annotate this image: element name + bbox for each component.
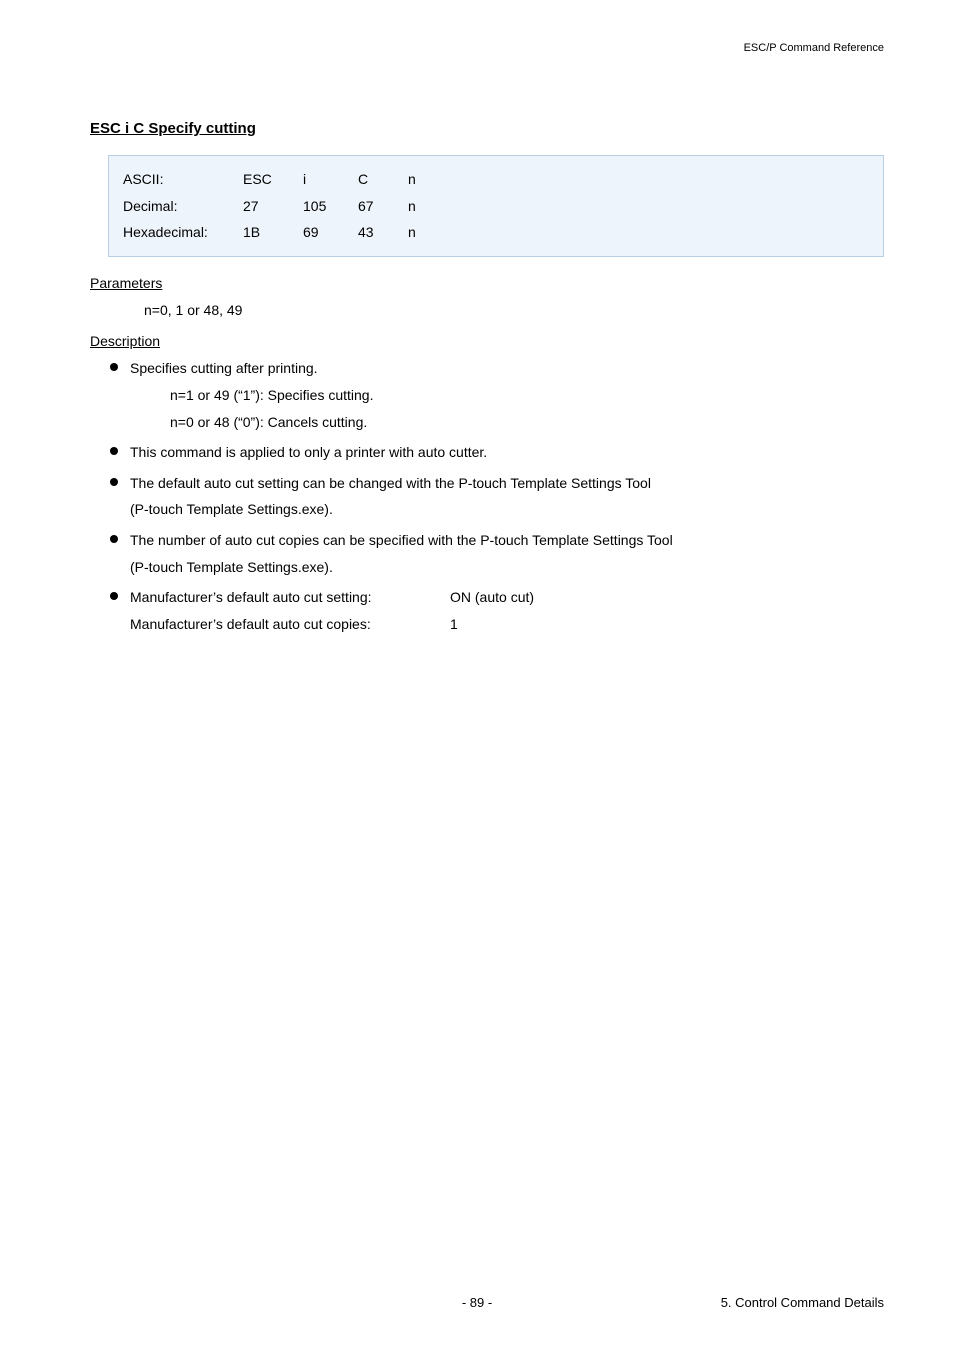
- list-item: The number of auto cut copies can be spe…: [108, 527, 884, 580]
- code-cell: 67: [358, 193, 408, 220]
- mfr-val: 1: [450, 611, 458, 638]
- mfr-key: Manufacturer’s default auto cut setting:: [130, 584, 450, 611]
- code-row-hex: Hexadecimal: 1B 69 43 n: [123, 219, 869, 246]
- mfr-row: Manufacturer’s default auto cut setting:…: [130, 584, 884, 611]
- list-item-text: The default auto cut setting can be chan…: [130, 475, 651, 491]
- list-item-cont: (P-touch Template Settings.exe).: [130, 496, 884, 523]
- list-item: This command is applied to only a printe…: [108, 439, 884, 466]
- code-label: Hexadecimal:: [123, 219, 243, 246]
- list-item: The default auto cut setting can be chan…: [108, 470, 884, 523]
- code-cell: 27: [243, 193, 303, 220]
- mfr-key: Manufacturer’s default auto cut copies:: [130, 611, 450, 638]
- description-heading: Description: [90, 333, 884, 349]
- header-reference: ESC/P Command Reference: [744, 42, 884, 54]
- code-cell: C: [358, 166, 408, 193]
- code-cell: 69: [303, 219, 358, 246]
- code-cell: n: [408, 219, 448, 246]
- parameters-line: n=0, 1 or 48, 49: [144, 297, 884, 324]
- list-item-text: This command is applied to only a printe…: [130, 444, 487, 460]
- mfr-row: Manufacturer’s default auto cut copies: …: [130, 611, 884, 638]
- list-item: Manufacturer’s default auto cut setting:…: [108, 584, 884, 637]
- list-item-sub: n=1 or 49 (“1”): Specifies cutting.: [170, 382, 884, 409]
- footer-right: 5. Control Command Details: [721, 1295, 884, 1310]
- page: ESC/P Command Reference ESC i C Specify …: [0, 0, 954, 1350]
- code-cell: ESC: [243, 166, 303, 193]
- mfr-val: ON (auto cut): [450, 584, 534, 611]
- section-title: ESC i C Specify cutting: [90, 120, 884, 137]
- code-cell: 105: [303, 193, 358, 220]
- code-cell: 1B: [243, 219, 303, 246]
- list-item-sub: n=0 or 48 (“0”): Cancels cutting.: [170, 409, 884, 436]
- list-item-cont: (P-touch Template Settings.exe).: [130, 554, 884, 581]
- code-cell: i: [303, 166, 358, 193]
- code-label: ASCII:: [123, 166, 243, 193]
- list-item-text: The number of auto cut copies can be spe…: [130, 532, 673, 548]
- description-list: Specifies cutting after printing. n=1 or…: [108, 355, 884, 637]
- code-label: Decimal:: [123, 193, 243, 220]
- parameters-heading: Parameters: [90, 275, 884, 291]
- code-cell: n: [408, 166, 448, 193]
- list-item-text: Specifies cutting after printing.: [130, 360, 318, 376]
- code-row-ascii: ASCII: ESC i C n: [123, 166, 869, 193]
- code-table: ASCII: ESC i C n Decimal: 27 105 67 n He…: [108, 155, 884, 257]
- list-item: Specifies cutting after printing. n=1 or…: [108, 355, 884, 435]
- code-cell: n: [408, 193, 448, 220]
- code-row-decimal: Decimal: 27 105 67 n: [123, 193, 869, 220]
- code-cell: 43: [358, 219, 408, 246]
